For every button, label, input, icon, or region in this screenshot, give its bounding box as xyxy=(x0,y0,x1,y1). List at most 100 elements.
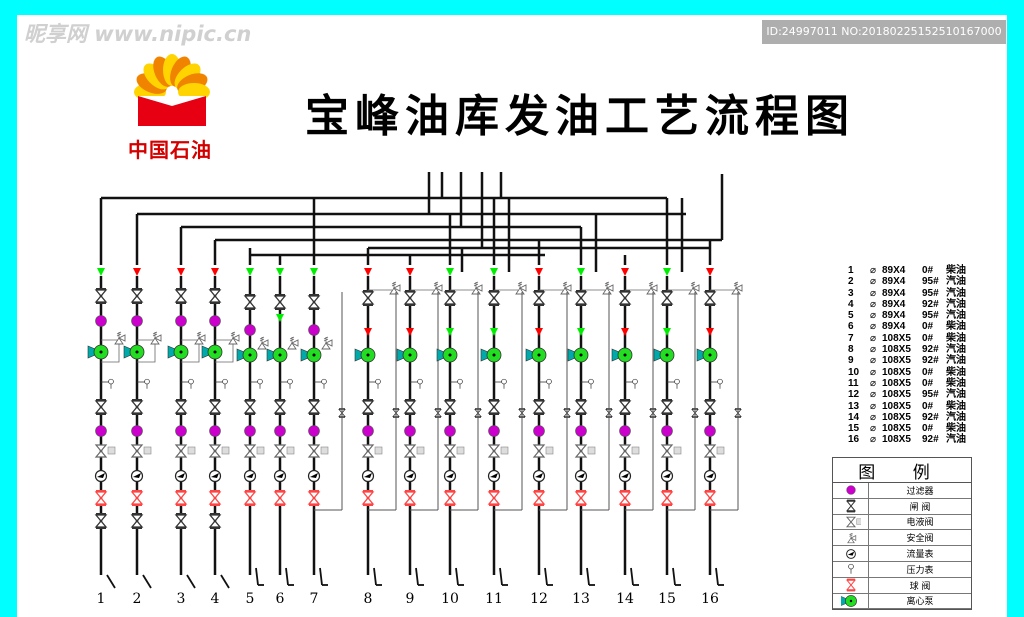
spec-size: 89X4 xyxy=(882,276,906,288)
ball-valve-icon xyxy=(618,490,632,506)
pipe-line xyxy=(672,567,676,586)
legend-item: 过滤器 xyxy=(833,483,971,499)
electro-hydraulic-valve-icon xyxy=(130,444,152,458)
column-label: 15 xyxy=(658,591,676,607)
spec-grade: 0# xyxy=(922,400,934,412)
ball-valve-icon xyxy=(94,490,108,506)
column-1 xyxy=(87,288,126,529)
gate-valve-icon xyxy=(618,290,632,306)
pressure-gauge-icon xyxy=(457,378,463,389)
petrochina-logo-icon xyxy=(134,54,210,126)
spec-grade: 95# xyxy=(922,389,939,401)
spec-fuel: 汽油 xyxy=(946,310,966,322)
filter-icon xyxy=(575,425,587,437)
gate-valve-icon xyxy=(660,290,674,306)
spec-n: 11 xyxy=(848,377,859,389)
spec-grade: 0# xyxy=(922,423,934,435)
spec-fuel: 柴油 xyxy=(946,265,966,276)
column-label: 5 xyxy=(245,591,255,607)
legend-label: 电液阀 xyxy=(906,518,934,529)
gate-valve-icon xyxy=(273,399,287,415)
watermark-left: 昵享网 www.nipic.cn xyxy=(24,22,252,46)
spec-grade: 92# xyxy=(922,344,939,356)
spec-d: ⌀ xyxy=(870,265,877,276)
filter-icon xyxy=(244,425,256,437)
safety-valve-icon xyxy=(846,532,856,543)
centrifugal-pump-icon xyxy=(300,347,322,363)
column-13 xyxy=(567,281,614,506)
spec-fuel: 汽油 xyxy=(946,411,966,423)
gate-valve-icon xyxy=(532,290,546,306)
legend-item: 压力表 xyxy=(833,561,971,578)
gate-valve-icon xyxy=(174,513,188,529)
pipe-line xyxy=(373,567,377,586)
pipe-line xyxy=(285,567,289,586)
spec-d: ⌀ xyxy=(870,344,877,356)
flow-meter-icon xyxy=(703,469,717,483)
electro-hydraulic-valve-icon xyxy=(618,444,640,458)
gate-valve-icon xyxy=(208,399,222,415)
filter-icon xyxy=(704,425,716,437)
spec-size: 89X4 xyxy=(882,265,906,276)
pipe-spec-row: 7 ⌀ 108X5 0# 柴油 xyxy=(848,333,966,344)
flow-meter-icon xyxy=(273,469,287,483)
pipe-line xyxy=(319,567,323,586)
pressure-gauge-icon xyxy=(287,378,293,389)
pipe-spec-row: 4 ⌀ 89X4 92# 汽油 xyxy=(848,299,966,310)
filter-icon xyxy=(362,425,374,437)
spec-size: 108X5 xyxy=(882,423,911,435)
electro-hydraulic-valve-icon xyxy=(532,444,554,458)
column-6 xyxy=(266,294,299,506)
gate-valve-icon xyxy=(94,513,108,529)
electro-hydraulic-valve-icon xyxy=(174,444,196,458)
flow-meter-icon xyxy=(208,469,222,483)
column-3 xyxy=(167,288,206,529)
safety-valve-icon xyxy=(515,281,527,295)
spec-n: 13 xyxy=(848,400,860,412)
safety-valve-icon xyxy=(731,281,743,295)
filter-icon xyxy=(404,425,416,437)
ball-valve-icon xyxy=(403,490,417,506)
spec-size: 89X4 xyxy=(882,321,906,333)
watermark-id: ID:24997011 NO:20180225152510167000 xyxy=(762,20,1006,44)
spec-size: 108X5 xyxy=(882,332,911,344)
spec-n: 12 xyxy=(848,389,860,401)
ball-valve-icon xyxy=(845,578,856,592)
safety-valve-icon xyxy=(114,331,126,345)
column-label: 4 xyxy=(210,591,220,607)
safety-valve-icon xyxy=(228,331,240,345)
electro-hydraulic-valve-icon xyxy=(208,444,230,458)
spec-d: ⌀ xyxy=(870,389,877,401)
spec-n: 3 xyxy=(848,287,854,299)
gate-valve-icon xyxy=(94,399,108,415)
filter-icon xyxy=(175,315,187,327)
ball-valve-icon xyxy=(532,490,546,506)
gate-valve-icon xyxy=(845,499,856,513)
centrifugal-pump-icon xyxy=(87,344,109,360)
pipe-spec-row: 10 ⌀ 108X5 0# 柴油 xyxy=(848,367,966,378)
legend-item: 电液阀 xyxy=(833,514,971,531)
gate-valve-icon xyxy=(361,399,375,415)
gate-valve-icon xyxy=(660,399,674,415)
pressure-gauge-icon xyxy=(375,378,381,389)
spec-d: ⌀ xyxy=(870,366,877,378)
gate-valve-icon xyxy=(574,290,588,306)
filter-icon xyxy=(131,425,143,437)
gate-valve-icon xyxy=(563,408,571,418)
electro-hydraulic-valve-icon xyxy=(574,444,596,458)
flow-direction-arrow-icon xyxy=(97,268,105,276)
pressure-gauge-icon xyxy=(108,378,114,389)
column-4 xyxy=(201,288,240,529)
centrifugal-pump-icon xyxy=(653,347,675,363)
pipe-spec-row: 5 ⌀ 89X4 95# 汽油 xyxy=(848,310,966,321)
pipe-spec-row: 14 ⌀ 108X5 92# 汽油 xyxy=(848,412,966,423)
gate-valve-icon xyxy=(208,513,222,529)
spec-fuel: 柴油 xyxy=(946,377,966,389)
flow-direction-arrow-icon xyxy=(310,268,318,276)
pipe-spec-row: 16 ⌀ 108X5 92# 汽油 xyxy=(848,434,966,445)
ball-valve-icon xyxy=(130,490,144,506)
gate-valve-icon xyxy=(403,399,417,415)
pipe-spec-row: 2 ⌀ 89X4 95# 汽油 xyxy=(848,276,966,287)
electro-hydraulic-valve-icon xyxy=(845,516,861,528)
filter-icon xyxy=(244,324,256,336)
